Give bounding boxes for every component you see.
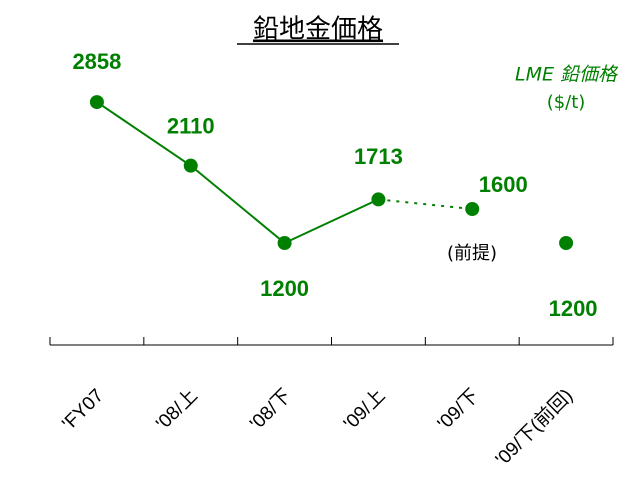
point [277,236,292,250]
data-label: 2858 [72,49,121,74]
point [89,95,104,110]
x-tick-label: '08/下 [246,385,296,435]
x-tick-label: 'FY07 [58,385,108,435]
point [371,192,386,207]
line-segment [378,198,473,210]
point [183,158,198,173]
annotation: (前提) [447,243,497,264]
chart-title: 鉛地金価格 [253,15,383,45]
data-label: 1713 [354,144,403,169]
data-label: 2110 [167,113,215,138]
line-segment [190,164,286,244]
point [559,236,574,250]
x-tick-label: '08/上 [152,385,202,435]
line-segment [96,101,192,167]
x-tick-label: '09/上 [339,385,389,435]
legend-title: LME 鉛価格 [515,64,619,86]
x-tick-label: '09/下 [434,385,484,435]
point [465,202,480,216]
data-label: 1200 [260,276,309,301]
line-segment [284,198,379,244]
legend-unit: ($/t) [547,92,586,113]
data-label: 1200 [549,296,598,321]
x-tick-label: '09/下(前回) [491,385,577,471]
data-label: 1600 [479,172,528,197]
